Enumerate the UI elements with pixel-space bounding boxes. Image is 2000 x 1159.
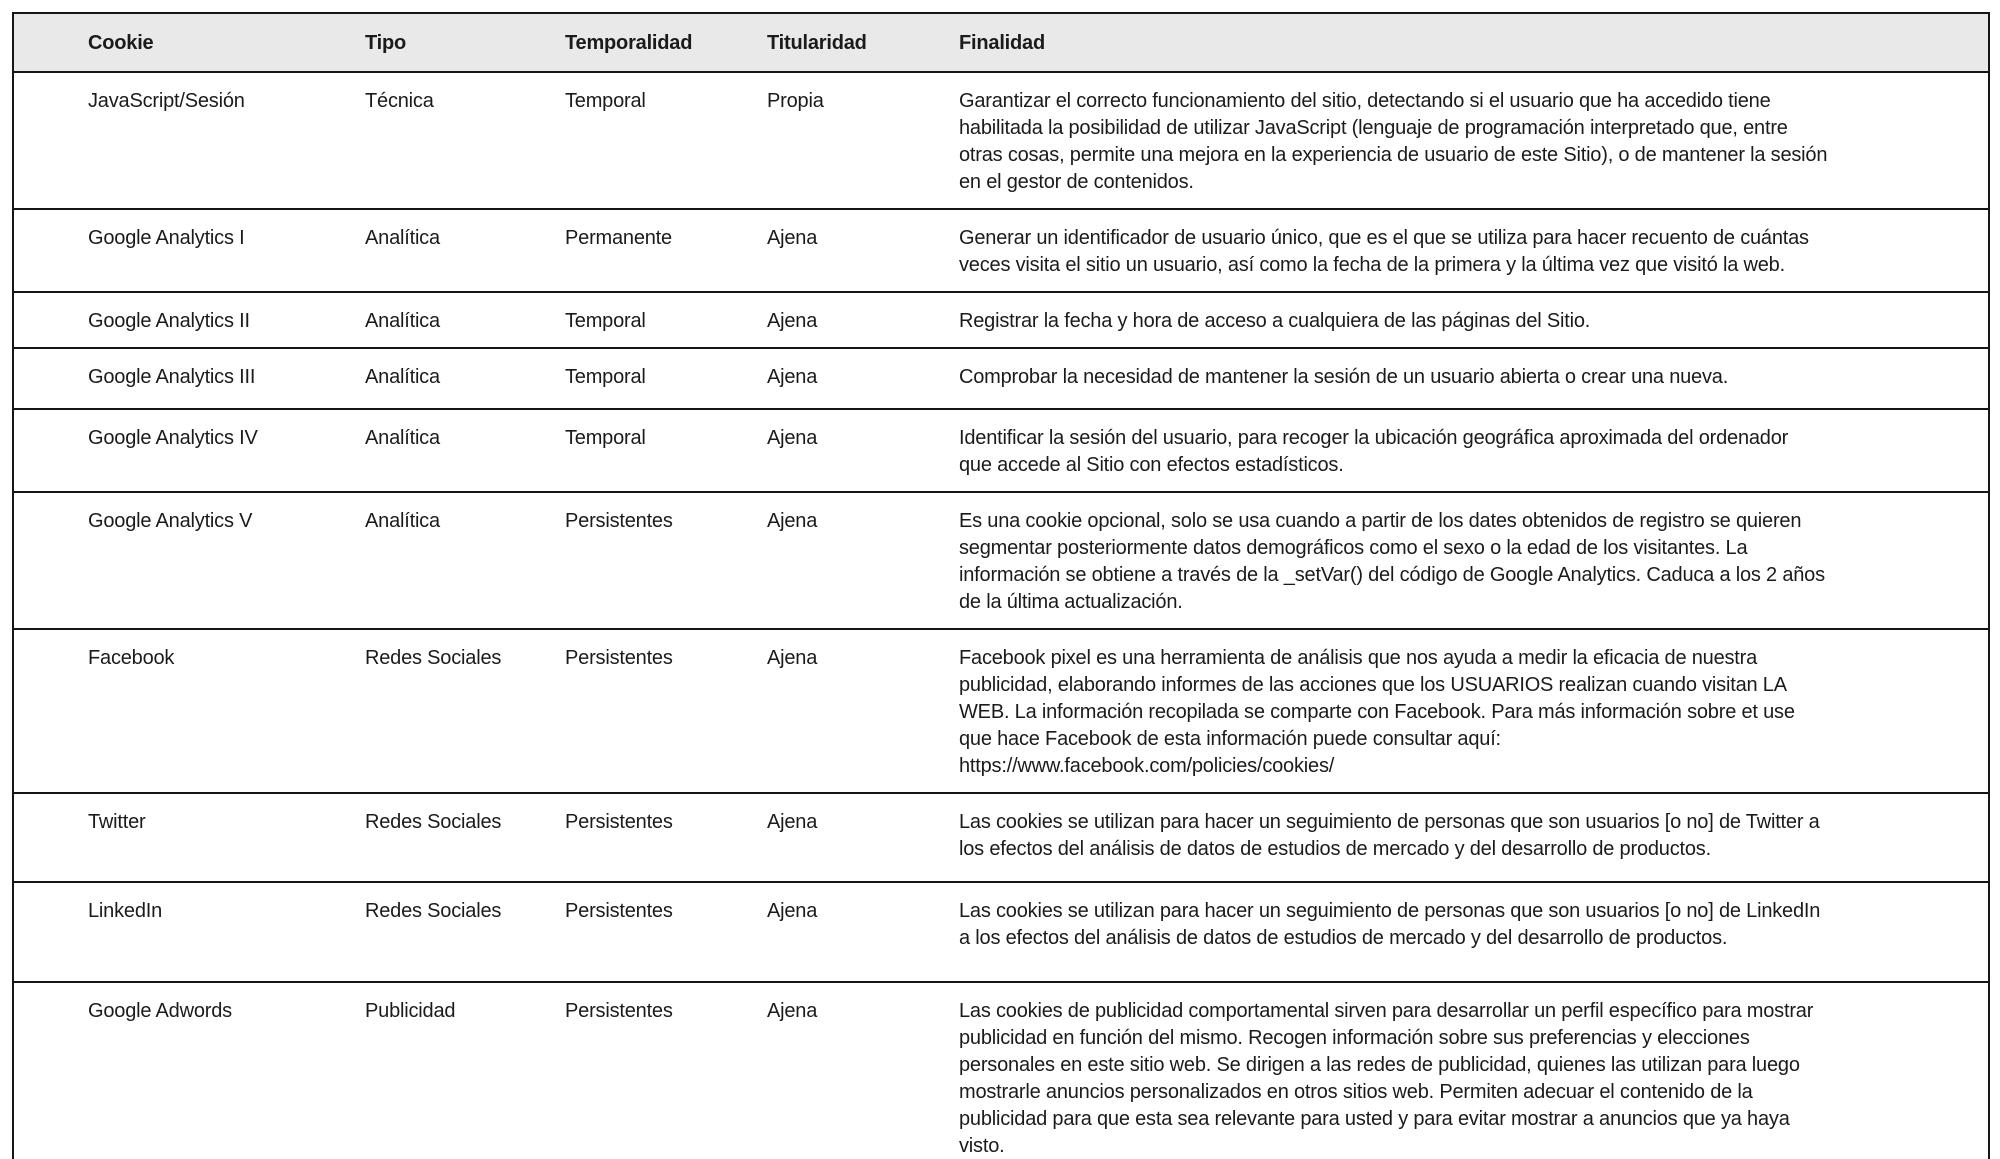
cell-cookie: Twitter bbox=[13, 793, 365, 883]
cell-cookie: Google Analytics III bbox=[13, 348, 365, 410]
table-row: Google Analytics I Analítica Permanente … bbox=[13, 209, 1989, 293]
table-body: JavaScript/Sesión Técnica Temporal Propi… bbox=[13, 72, 1989, 1159]
cell-tipo: Analítica bbox=[365, 209, 565, 293]
cell-tipo: Analítica bbox=[365, 492, 565, 630]
cell-temporalidad: Persistentes bbox=[565, 882, 767, 983]
table-row: Google Analytics V Analítica Persistente… bbox=[13, 492, 1989, 630]
cell-titularidad: Ajena bbox=[767, 1000, 818, 1022]
cell-finalidad: Identificar la sesión del usuario, para … bbox=[959, 409, 1989, 493]
cell-titularidad: Propia bbox=[767, 72, 959, 210]
cell-temporalidad: Persistentes bbox=[565, 492, 767, 630]
cell-titularidad: Ajena bbox=[767, 292, 959, 349]
table-row: Google Analytics IV Analítica Temporal A… bbox=[13, 409, 1989, 493]
cell-cookie: LinkedIn bbox=[13, 882, 365, 983]
cell-temporalidad: Permanente bbox=[565, 209, 767, 293]
cell-temporalidad: Persistentes bbox=[565, 1000, 673, 1022]
cell-tipo: Redes Sociales bbox=[365, 629, 565, 794]
table-row: Google Analytics III Analítica Temporal … bbox=[13, 348, 1989, 410]
cell-cookie: Facebook bbox=[13, 629, 365, 794]
cell-cookie: Google Adwords bbox=[88, 1000, 232, 1022]
cell-finalidad: Generar un identificador de usuario únic… bbox=[959, 209, 1989, 293]
cell-titularidad: Ajena bbox=[767, 882, 959, 983]
cell-finalidad: Las cookies se utilizan para hacer un se… bbox=[959, 882, 1989, 983]
cell-titularidad: Ajena bbox=[767, 629, 959, 794]
cell-titularidad: Ajena bbox=[767, 492, 959, 630]
table-row: JavaScript/Sesión Técnica Temporal Propi… bbox=[13, 72, 1989, 210]
cell-finalidad: Es una cookie opcional, solo se usa cuan… bbox=[959, 492, 1989, 630]
cell-finalidad: Comprobar la necesidad de mantener la se… bbox=[959, 348, 1989, 410]
cell-titularidad: Ajena bbox=[767, 348, 959, 410]
cell-temporalidad: Temporal bbox=[565, 409, 767, 493]
cell-finalidad: Garantizar el correcto funcionamiento de… bbox=[959, 72, 1989, 210]
cell-finalidad: Las cookies se utilizan para hacer un se… bbox=[959, 793, 1989, 883]
cell-cookie: JavaScript/Sesión bbox=[13, 72, 365, 210]
cell-finalidad: Registrar la fecha y hora de acceso a cu… bbox=[959, 292, 1989, 349]
cell-cookie: Google Analytics I bbox=[13, 209, 365, 293]
cell-cookie: Google Analytics II bbox=[13, 292, 365, 349]
cell-finalidad: Facebook pixel es una herramienta de aná… bbox=[959, 629, 1989, 794]
cell-temporalidad: Temporal bbox=[565, 292, 767, 349]
table-row: LinkedIn Redes Sociales Persistentes Aje… bbox=[13, 882, 1989, 983]
cookies-table: Cookie Tipo Temporalidad Titularidad Fin… bbox=[12, 12, 1990, 1159]
cell-tipo: Redes Sociales bbox=[365, 882, 565, 983]
cell-tipo: Redes Sociales bbox=[365, 793, 565, 883]
cell-temporalidad: Persistentes bbox=[565, 793, 767, 883]
cell-titularidad: Ajena bbox=[767, 209, 959, 293]
column-header-titularidad: Titularidad bbox=[767, 13, 959, 73]
cell-finalidad: Las cookies de publicidad comportamental… bbox=[959, 1000, 1814, 1157]
cell-temporalidad: Temporal bbox=[565, 348, 767, 410]
column-header-finalidad: Finalidad bbox=[959, 13, 1989, 73]
table-row: Twitter Redes Sociales Persistentes Ajen… bbox=[13, 793, 1989, 883]
table-row: Google Adwords Publicidad Persistentes A… bbox=[13, 982, 1989, 1159]
cell-temporalidad: Persistentes bbox=[565, 629, 767, 794]
cell-tipo: Analítica bbox=[365, 409, 565, 493]
column-header-cookie: Cookie bbox=[13, 13, 365, 73]
table-row: Google Analytics II Analítica Temporal A… bbox=[13, 292, 1989, 349]
table-row: Facebook Redes Sociales Persistentes Aje… bbox=[13, 629, 1989, 794]
cell-temporalidad: Temporal bbox=[565, 72, 767, 210]
cell-cookie: Google Analytics V bbox=[13, 492, 365, 630]
cell-titularidad: Ajena bbox=[767, 793, 959, 883]
column-header-tipo: Tipo bbox=[365, 13, 565, 73]
column-header-temporalidad: Temporalidad bbox=[565, 13, 767, 73]
cell-tipo: Técnica bbox=[365, 72, 565, 210]
cell-tipo: Publicidad bbox=[365, 1000, 456, 1022]
cell-tipo: Analítica bbox=[365, 348, 565, 410]
cell-tipo: Analítica bbox=[365, 292, 565, 349]
cell-cookie: Google Analytics IV bbox=[13, 409, 365, 493]
cell-titularidad: Ajena bbox=[767, 409, 959, 493]
table-header-row: Cookie Tipo Temporalidad Titularidad Fin… bbox=[13, 13, 1989, 73]
